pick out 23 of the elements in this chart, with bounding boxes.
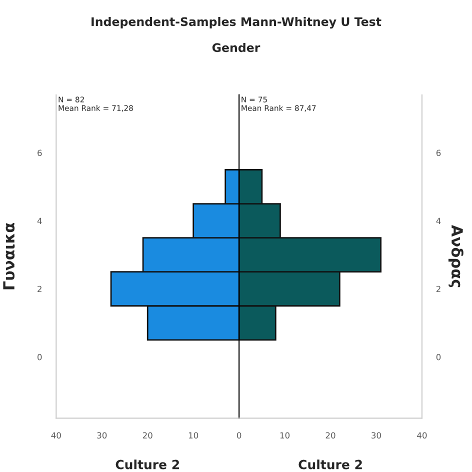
y-tick-label: 0	[38, 354, 42, 360]
y-tick-label: 0	[436, 354, 441, 360]
y-tick-label: 4	[37, 218, 42, 224]
x-tick-label: 30	[97, 432, 107, 439]
x-tick-label: 20	[142, 432, 152, 439]
y-tick-label: 2	[436, 286, 440, 292]
y-axis-title: Ανδρας	[448, 225, 464, 288]
chart-title: Independent-Samples Mann-Whitney U Test	[92, 16, 382, 29]
x-tick-label: 10	[280, 432, 290, 439]
x-tick-label: 10	[188, 432, 198, 439]
x-axis-title: Culture 2	[298, 460, 362, 470]
y-tick-label: 6	[436, 150, 441, 156]
y-tick-label: 4	[436, 218, 441, 224]
x-tick-label: 30	[372, 432, 381, 439]
x-tick-label: 40	[51, 432, 61, 439]
y-tick-label: 2	[38, 286, 42, 292]
y-axis-title: Γυναικα	[3, 223, 15, 290]
x-axis-title: Culture 2	[116, 460, 179, 470]
x-tick-label: 20	[326, 432, 336, 439]
x-tick-label: 40	[417, 432, 427, 439]
y-tick-label: 6	[38, 150, 42, 156]
chart-subtitle: Gender	[212, 42, 260, 52]
x-tick-label: 0	[236, 432, 242, 439]
